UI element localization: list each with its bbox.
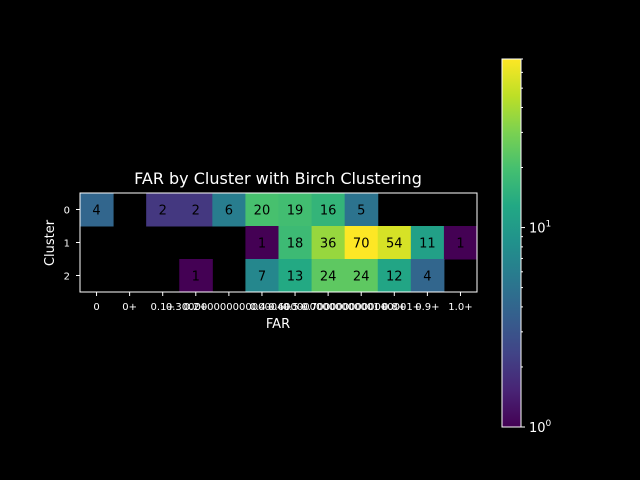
- heatmap-cell: [179, 259, 213, 293]
- heatmap-cell: [245, 226, 279, 260]
- x-tick-label: 0.2+: [184, 302, 208, 313]
- y-tick-label: 0: [64, 206, 70, 217]
- heatmap-cells: 4 2 2 6 20 19 16 51 18 36 70 54 11 11 7 13 24 24 12 4: [80, 193, 478, 293]
- cell-value-label: 24: [320, 270, 337, 285]
- cell-value-label: 20: [254, 204, 271, 219]
- heatmap-cell: [344, 259, 379, 293]
- heatmap-cell: [344, 193, 379, 227]
- colorbar-tick-label: 100: [529, 419, 552, 436]
- cell-value-label: 19: [287, 204, 304, 219]
- heatmap-cell: [443, 226, 478, 260]
- heatmap-cell: [146, 193, 180, 227]
- heatmap-cell: [80, 193, 114, 227]
- heatmap-cell: [377, 226, 412, 260]
- heatmap-cell: [212, 193, 246, 227]
- x-tick-label: 1.0+: [448, 302, 472, 313]
- heatmap-cell: [278, 259, 313, 293]
- x-tick-label: 0.4+: [250, 302, 274, 313]
- cell-value-label: 5: [357, 204, 365, 219]
- cell-value-label: 12: [386, 270, 403, 285]
- cell-value-label: 13: [287, 270, 304, 285]
- x-tick-label: 0.6000000000000001+: [268, 302, 388, 313]
- x-tick-label: 0.8+: [382, 302, 406, 313]
- heatmap-cell: [278, 193, 313, 227]
- x-tick-label: 0.1+: [151, 302, 175, 313]
- cell-value-label: 54: [386, 237, 403, 252]
- cell-value-label: 70: [353, 237, 370, 252]
- x-tick-label: 0.7000000000000001+: [301, 302, 421, 313]
- cell-value-label: 1: [258, 237, 266, 252]
- cell-value-label: 2: [159, 204, 167, 219]
- y-tick-label: 2: [64, 272, 70, 283]
- cell-value-label: 16: [320, 204, 337, 219]
- colorbar-tick-label: 101: [529, 220, 551, 237]
- heatmap-cell: [377, 259, 412, 293]
- y-axis-label: Cluster: [43, 219, 58, 266]
- cell-value-label: 24: [353, 270, 370, 285]
- heatmap-cell: [311, 193, 346, 227]
- heatmap-cell: [410, 259, 445, 293]
- x-tick-label: 0: [93, 302, 99, 313]
- x-tick-label: 0.5+: [283, 302, 307, 313]
- y-tick-label: 1: [64, 239, 70, 250]
- x-axis-label: FAR: [266, 317, 290, 332]
- cell-value-label: 4: [92, 204, 100, 219]
- cell-value-label: 1: [456, 237, 464, 252]
- colorbar: [501, 58, 522, 428]
- cell-value-label: 36: [320, 237, 337, 252]
- heatmap-cell: [311, 226, 346, 260]
- cell-value-label: 11: [419, 237, 436, 252]
- x-tick-label: 0.9+: [415, 302, 439, 313]
- heatmap-cell: [245, 193, 279, 227]
- cell-value-label: 6: [225, 204, 233, 219]
- x-axis-ticks: 0 0+ 0.1+ 0.2+0.30000000000000004+0.4+ 0.5+0…: [93, 292, 473, 313]
- heatmap-cell: [311, 259, 346, 293]
- cell-value-label: 18: [287, 237, 304, 252]
- chart-title: FAR by Cluster with Birch Clustering: [134, 169, 422, 188]
- heatmap-cell: [245, 259, 279, 293]
- cell-value-label: 2: [192, 204, 200, 219]
- heatmap-cell: [410, 226, 445, 260]
- cell-value-label: 1: [192, 270, 200, 285]
- heatmap-cell: [344, 226, 379, 260]
- colorbar-ticks: 100 101: [521, 58, 552, 436]
- cell-value-label: 4: [423, 270, 431, 285]
- x-tick-label: 0+: [122, 302, 137, 313]
- heatmap-cell: [179, 193, 213, 227]
- x-tick-label: 0.30000000000000004+: [166, 302, 292, 313]
- y-axis-ticks: 0 1 2: [64, 206, 80, 283]
- heatmap-cell: [278, 226, 313, 260]
- cell-value-label: 7: [258, 270, 266, 285]
